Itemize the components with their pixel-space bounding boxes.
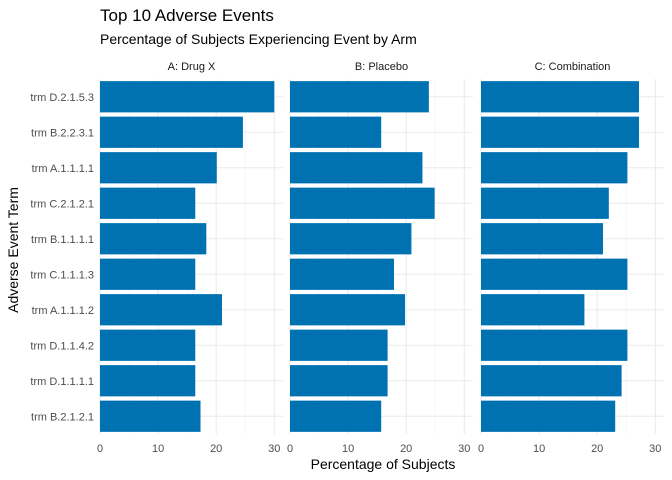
category-label: trm D.2.1.5.3	[30, 92, 94, 104]
bar	[100, 329, 196, 361]
bar	[481, 400, 616, 432]
bar	[481, 365, 622, 397]
bar	[290, 400, 382, 432]
category-label: trm D.1.1.1.1	[30, 376, 94, 388]
bar	[290, 81, 429, 113]
facet-label: B: Placebo	[355, 61, 408, 73]
chart-title: Top 10 Adverse Events	[100, 6, 274, 25]
x-tick-label: 30	[458, 443, 470, 455]
bar	[481, 258, 628, 290]
bar	[481, 116, 640, 148]
bar	[290, 258, 394, 290]
bar	[100, 116, 243, 148]
category-label: trm B.2.2.3.1	[31, 127, 94, 139]
bar	[100, 152, 217, 184]
x-tick-label: 30	[268, 443, 280, 455]
x-tick-label: 20	[591, 443, 603, 455]
x-tick-label: 10	[152, 443, 164, 455]
bar	[100, 400, 201, 432]
category-label: trm B.2.1.2.1	[31, 411, 94, 423]
category-label: trm C.1.1.1.3	[30, 269, 94, 281]
bar	[481, 223, 603, 255]
bar	[290, 152, 423, 184]
bar	[290, 365, 388, 397]
category-label: trm A.1.1.1.1	[32, 163, 94, 175]
bar	[290, 223, 412, 255]
bar	[100, 258, 196, 290]
bar	[290, 187, 435, 219]
x-tick-label: 10	[533, 443, 545, 455]
x-tick-label: 0	[478, 443, 484, 455]
plot-area: trm D.2.1.5.3 trm B.2.2.3.1 trm A.1.1.1.1 t…	[30, 61, 664, 455]
x-tick-label: 30	[649, 443, 661, 455]
bar	[481, 152, 628, 184]
x-tick-label: 20	[210, 443, 222, 455]
facet-panel: B: Placebo 0 10 20 30	[287, 61, 473, 455]
bar	[100, 81, 275, 113]
x-tick-label: 10	[342, 443, 354, 455]
bar	[481, 294, 585, 326]
y-axis-title: Adverse Event Term	[5, 187, 21, 313]
facet-panel: A: Drug X 0 10 20 30	[97, 61, 283, 455]
x-tick-label: 20	[400, 443, 412, 455]
x-tick-label: 0	[287, 443, 293, 455]
category-label: trm C.2.1.2.1	[30, 198, 94, 210]
x-axis-title: Percentage of Subjects	[311, 456, 456, 472]
chart-subtitle: Percentage of Subjects Experiencing Even…	[100, 31, 417, 47]
bar	[290, 116, 382, 148]
bar	[290, 329, 388, 361]
category-label: trm D.1.1.4.2	[30, 340, 94, 352]
facet-label: C: Combination	[535, 61, 611, 73]
x-tick-label: 0	[97, 443, 103, 455]
facet-panel: C: Combination 0 10 20 30	[478, 61, 664, 455]
category-label: trm B.1.1.1.1	[31, 234, 94, 246]
bar	[100, 365, 196, 397]
bar	[481, 187, 609, 219]
bar	[481, 329, 628, 361]
bar	[481, 81, 640, 113]
bar	[100, 294, 222, 326]
bar	[290, 294, 406, 326]
bar	[100, 187, 196, 219]
bar	[100, 223, 207, 255]
facet-label: A: Drug X	[168, 61, 216, 73]
category-label: trm A.1.1.1.2	[32, 305, 94, 317]
